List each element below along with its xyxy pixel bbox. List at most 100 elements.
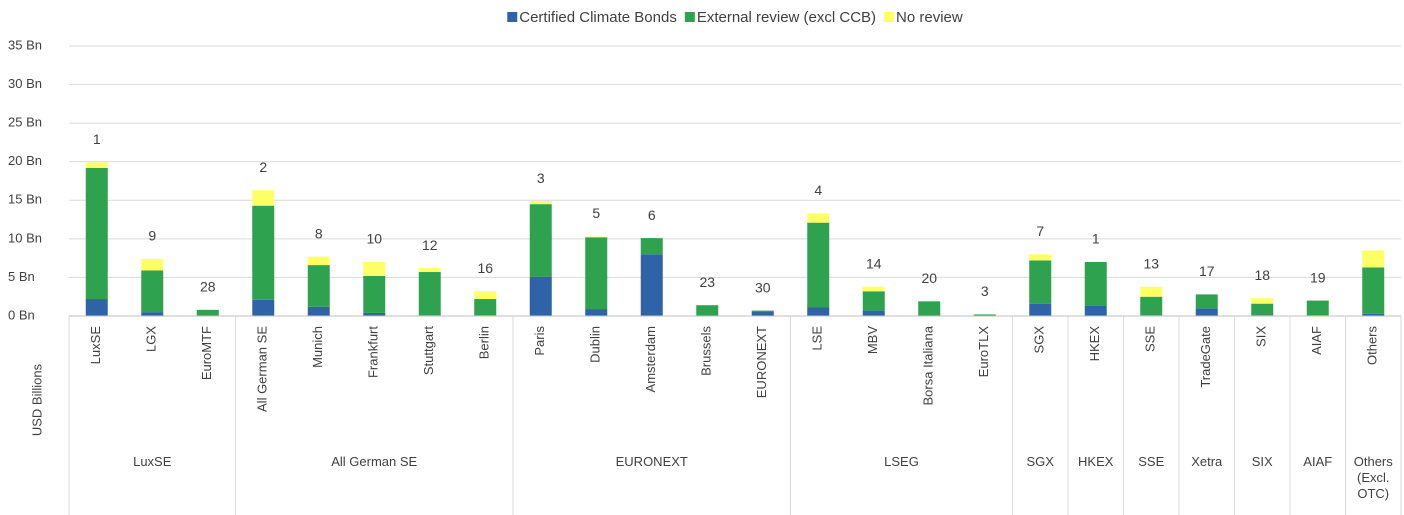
group-label: EURONEXT xyxy=(615,454,688,469)
y-tick-label: 35 Bn xyxy=(8,37,42,52)
bar-segment xyxy=(1306,300,1329,316)
bar-segment xyxy=(252,299,275,316)
legend-swatch xyxy=(684,12,695,22)
x-tick-label: EuroTLX xyxy=(976,326,991,378)
rank-label: 9 xyxy=(148,228,156,244)
bar-segment xyxy=(307,256,330,266)
rank-label: 12 xyxy=(422,237,438,253)
bar-segment xyxy=(85,299,108,316)
group-label: SGX xyxy=(1026,454,1054,469)
bar-segment xyxy=(1029,254,1052,261)
bar-segment xyxy=(585,236,608,238)
bar-segment xyxy=(196,309,219,316)
bar-segment xyxy=(1029,260,1052,304)
rank-label: 23 xyxy=(699,274,715,290)
rank-label: 8 xyxy=(315,225,323,241)
group-label: SSE xyxy=(1138,454,1165,469)
rank-label: 4 xyxy=(814,182,822,198)
bar-segment xyxy=(696,305,719,316)
x-tick-label: SIX xyxy=(1254,326,1269,347)
x-tick-label: Brussels xyxy=(699,326,714,376)
bar-segment xyxy=(529,276,552,316)
x-tick-label: Paris xyxy=(532,326,547,356)
x-tick-label: Dublin xyxy=(588,326,603,363)
group-label: HKEX xyxy=(1078,454,1114,469)
bar-segment xyxy=(1251,303,1274,316)
bar-segment xyxy=(918,301,941,316)
bar-segment xyxy=(751,310,774,312)
bar-segment xyxy=(85,167,108,300)
group-label: Others (Excl. OTC) xyxy=(1353,454,1393,501)
group-label: All German SE xyxy=(331,454,418,469)
rank-label: 28 xyxy=(200,279,216,295)
x-tick-label: Frankfurt xyxy=(366,326,381,378)
rank-label: 18 xyxy=(1254,267,1270,283)
x-tick-label: Stuttgart xyxy=(421,326,436,376)
bar-segment xyxy=(640,254,663,316)
bar-segment xyxy=(307,265,330,307)
y-tick-label: 30 Bn xyxy=(8,76,42,91)
x-tick-label: HKEX xyxy=(1087,326,1102,362)
bar-segment xyxy=(807,307,830,316)
bar-segment xyxy=(1362,267,1385,314)
x-tick-label: TradeGate xyxy=(1198,326,1213,388)
bar-segment xyxy=(862,286,885,292)
bar-segment xyxy=(1362,250,1385,268)
legend-label: Certified Climate Bonds xyxy=(519,9,677,26)
bar-segment xyxy=(307,306,330,316)
y-tick-label: 25 Bn xyxy=(8,115,42,130)
bar-segment xyxy=(363,312,386,316)
rank-label: 13 xyxy=(1143,255,1159,271)
x-tick-label: EURONEXT xyxy=(754,326,769,398)
x-tick-label: Munich xyxy=(310,326,325,368)
rank-label: 3 xyxy=(981,283,989,299)
rank-label: 1 xyxy=(93,131,101,147)
bar-segment xyxy=(1140,286,1163,297)
bar-segment xyxy=(474,291,497,300)
group-label: Xetra xyxy=(1191,454,1223,469)
bar-segment xyxy=(1195,308,1218,316)
bar-segment xyxy=(1084,262,1107,306)
rank-label: 6 xyxy=(648,207,656,223)
x-tick-label: AIAF xyxy=(1309,326,1324,355)
bar-segment xyxy=(141,312,164,316)
bar-segment xyxy=(141,270,164,313)
group-label: AIAF xyxy=(1303,454,1333,469)
bar-segment xyxy=(363,262,386,276)
group-label: LSEG xyxy=(884,454,919,469)
bar-segment xyxy=(252,190,275,206)
x-tick-label: LSE xyxy=(810,326,825,351)
legend-swatch xyxy=(884,12,895,22)
rank-label: 7 xyxy=(1036,223,1044,239)
bar-segment xyxy=(1195,294,1218,309)
x-tick-label: Amsterdam xyxy=(643,326,658,392)
y-axis-label: USD Billions xyxy=(29,363,44,436)
rank-label: 14 xyxy=(866,255,882,271)
x-tick-label: All German SE xyxy=(255,326,270,412)
y-tick-label: 5 Bn xyxy=(8,269,35,284)
x-tick-label: MBV xyxy=(865,326,880,355)
bar-segment xyxy=(807,222,830,308)
rank-label: 30 xyxy=(755,279,771,295)
bar-segment xyxy=(85,162,108,168)
legend-swatch xyxy=(507,12,518,22)
x-tick-label: LuxSE xyxy=(88,326,103,365)
x-tick-label: EuroMTF xyxy=(199,326,214,380)
bar-segment xyxy=(474,299,497,316)
legend-label: External review (excl CCB) xyxy=(697,9,876,26)
bar-segment xyxy=(363,275,386,313)
rank-label: 16 xyxy=(477,260,493,276)
rank-label: 3 xyxy=(537,170,545,186)
bar-segment xyxy=(807,213,830,223)
bar-segment xyxy=(585,309,608,316)
rank-label: 17 xyxy=(1199,263,1215,279)
bar-segment xyxy=(973,314,996,316)
x-tick-label: Berlin xyxy=(477,326,492,359)
bar-segment xyxy=(529,204,552,277)
legend-label: No review xyxy=(896,9,963,26)
bar-segment xyxy=(1362,313,1385,316)
rank-label: 5 xyxy=(592,205,600,221)
x-tick-label: SSE xyxy=(1143,326,1158,352)
